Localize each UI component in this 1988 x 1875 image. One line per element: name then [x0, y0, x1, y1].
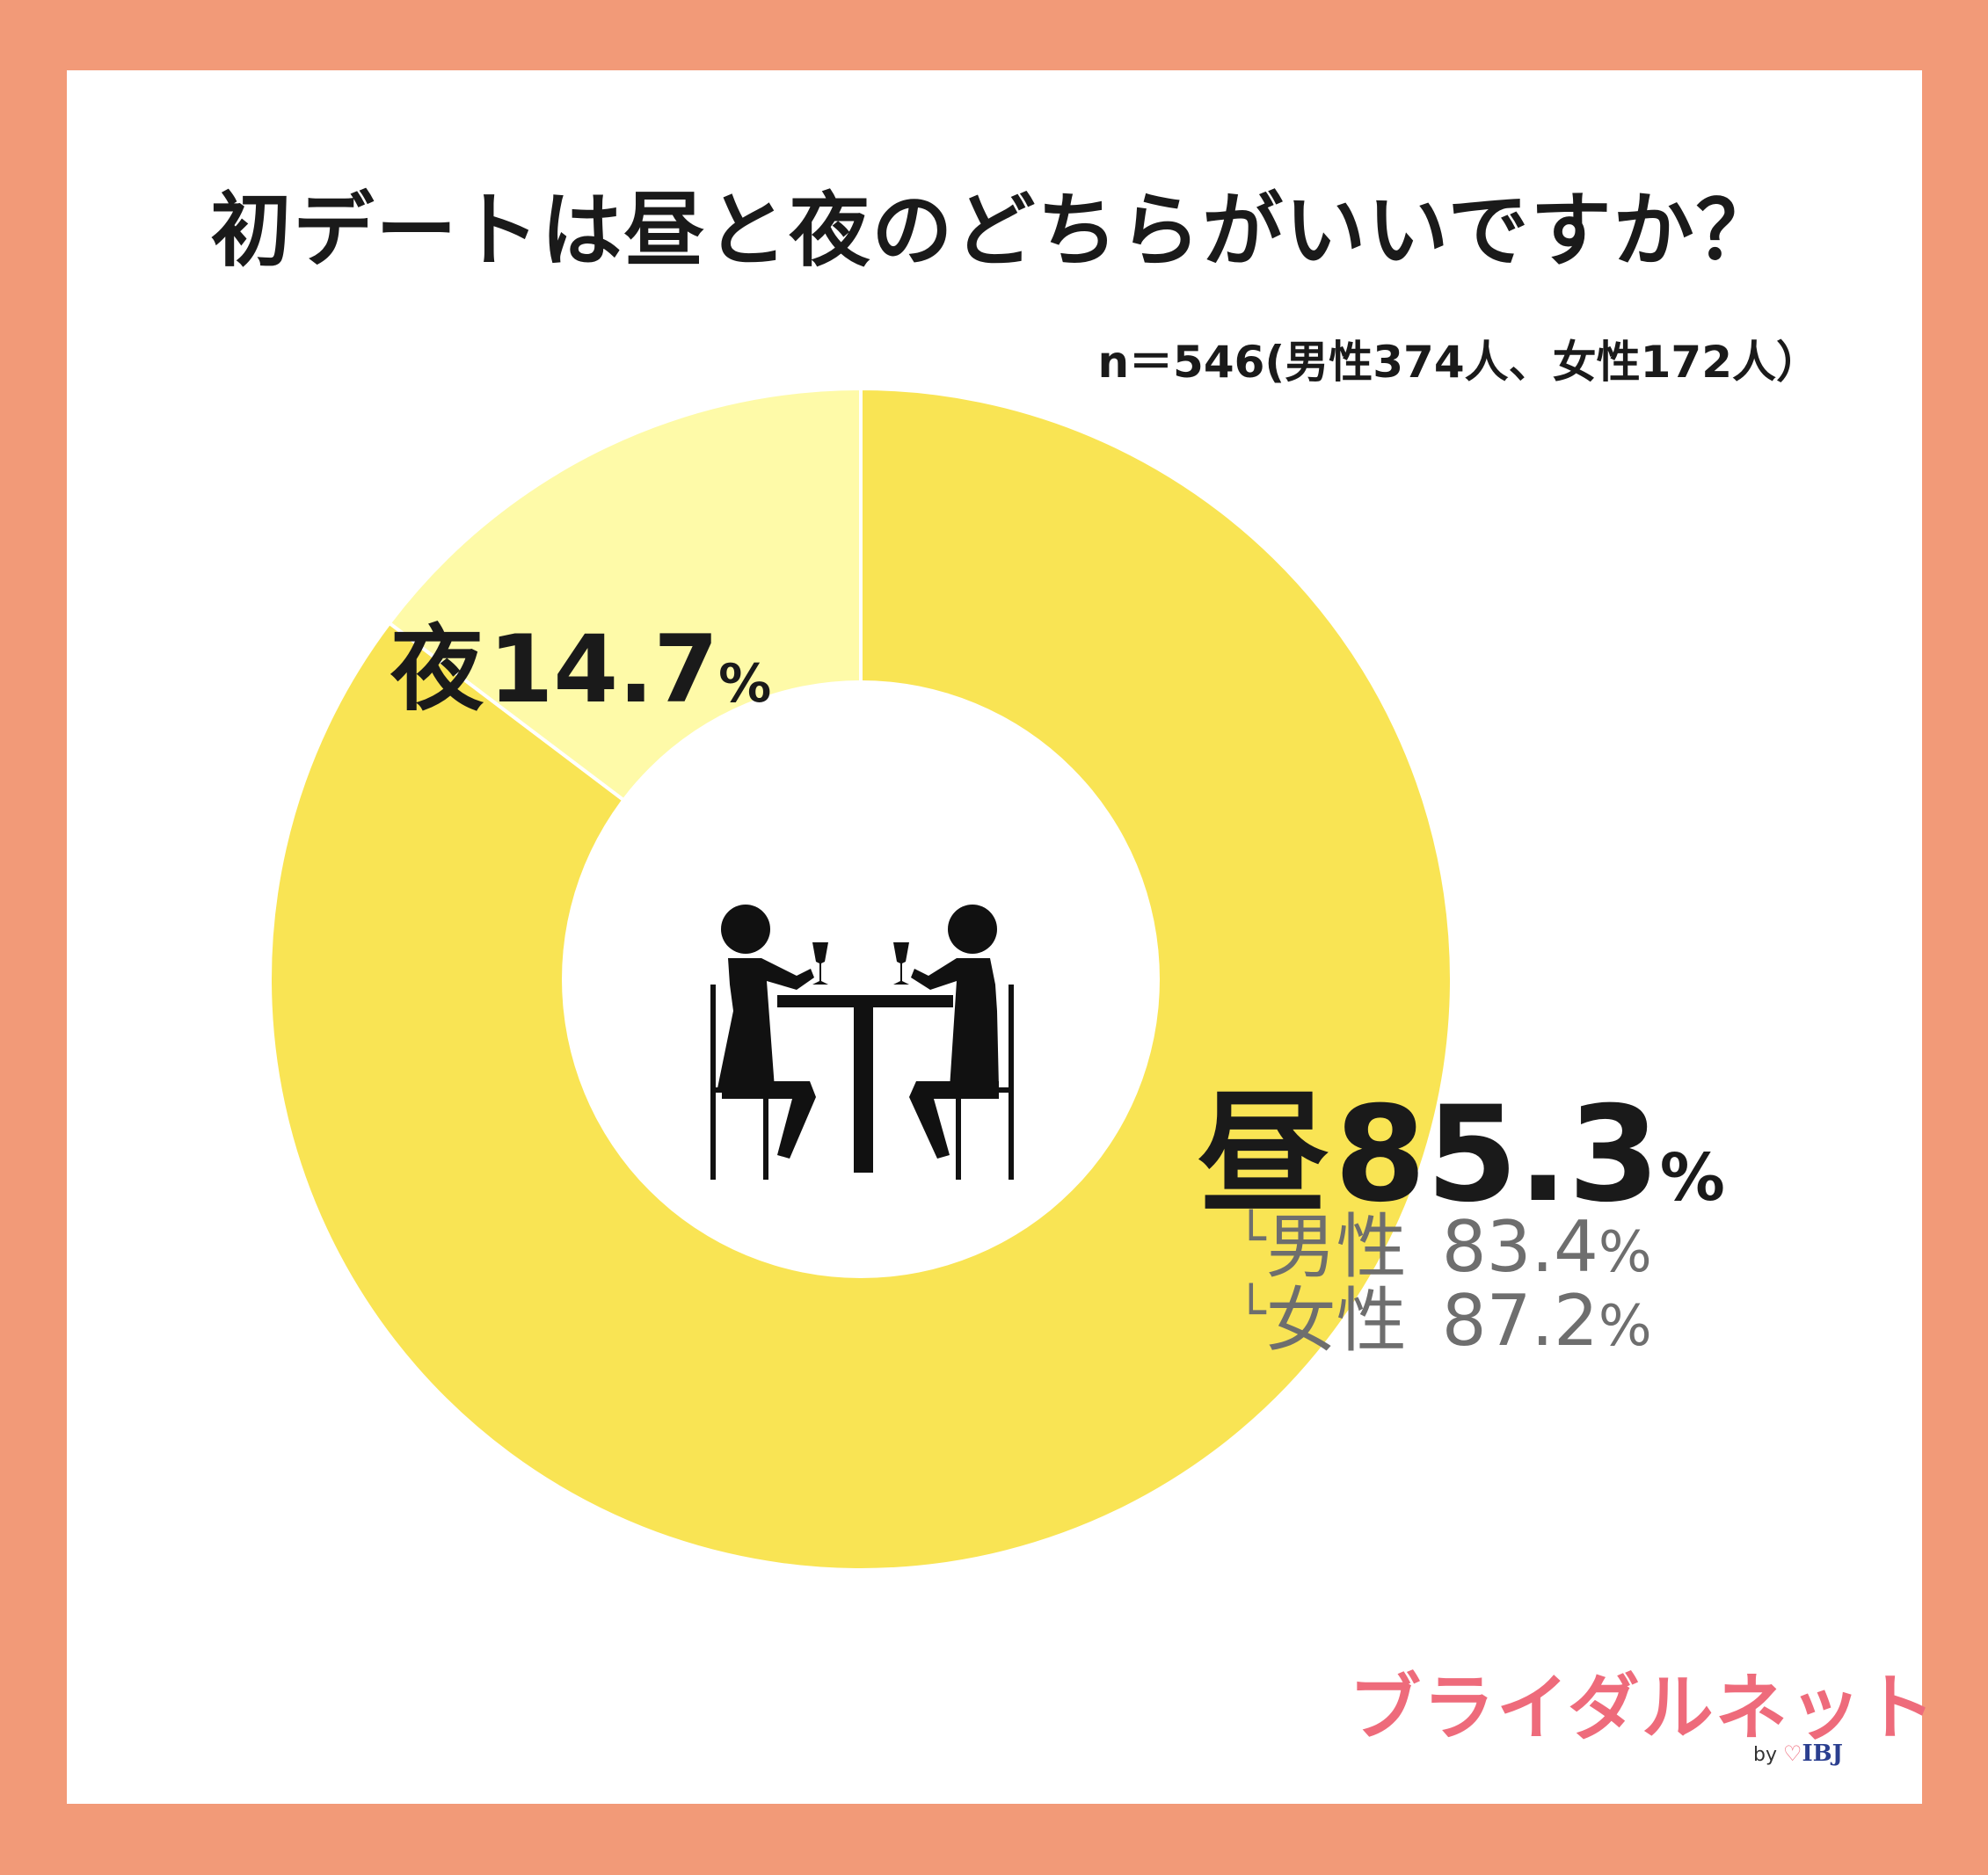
female-mark: └: [1236, 1284, 1266, 1341]
heart-icon: ♡: [1782, 1741, 1802, 1766]
brand-logo: ブライダルネット: [1349, 1667, 1937, 1750]
night-slice-label: 夜 14.7%: [390, 593, 771, 729]
byline-company: IBJ: [1802, 1741, 1843, 1767]
sample-size: n＝546(男性374人、女性172人）: [1097, 337, 1820, 388]
brand-byline: by ♡IBJ: [1753, 1741, 1843, 1767]
night-percent: %: [718, 653, 772, 715]
female-name: 女性: [1265, 1280, 1407, 1362]
female-percent: %: [1598, 1294, 1652, 1359]
byline-by: by: [1753, 1744, 1777, 1766]
night-name: 夜: [390, 615, 484, 723]
female-value: 87.2: [1441, 1280, 1598, 1362]
day-name: 昼: [1198, 1079, 1330, 1232]
male-percent: %: [1598, 1220, 1652, 1285]
day-slice-label: 昼 85.3%: [1198, 1048, 1725, 1239]
day-percent: %: [1659, 1140, 1725, 1216]
donut-hole: [562, 680, 1160, 1278]
couple-dining-icon: [710, 905, 1014, 1180]
male-mark: └: [1236, 1210, 1266, 1268]
male-name: 男性: [1265, 1206, 1407, 1288]
female-breakdown: └女性 87.2%: [1236, 1264, 1652, 1366]
male-breakdown: └男性 83.4%: [1236, 1190, 1652, 1292]
donut-chart: [268, 386, 1453, 1572]
chart-card: 初デートは昼と夜のどちらがいいですか？ n＝546(男性374人、女性172人）: [67, 70, 1935, 1804]
night-value: 14.7: [488, 615, 719, 723]
male-value: 83.4: [1441, 1206, 1598, 1288]
day-value: 85.3: [1334, 1079, 1660, 1232]
chart-title: 初デートは昼と夜のどちらがいいですか？: [210, 184, 1779, 278]
